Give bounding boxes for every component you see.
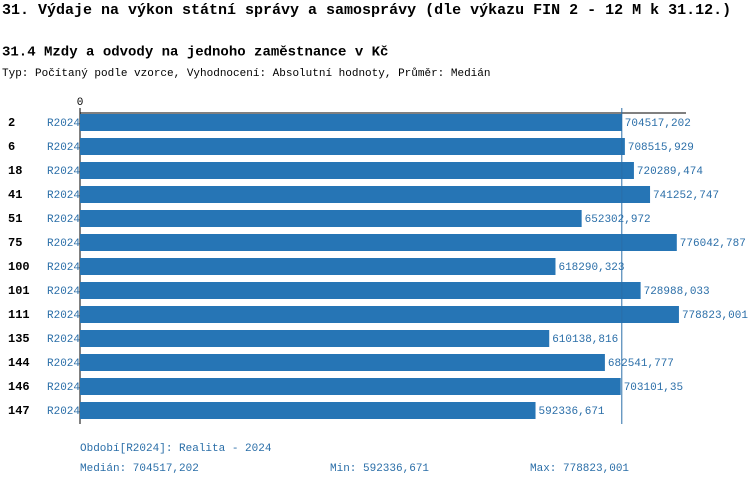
value-label: 776042,787 xyxy=(680,238,746,250)
bar xyxy=(80,402,536,419)
series-label: R2024 xyxy=(47,382,80,394)
chart-title: 31.4 Mzdy a odvody na jednoho zaměstnanc… xyxy=(2,45,388,61)
series-label: R2024 xyxy=(47,214,80,226)
value-label: 728988,033 xyxy=(644,286,710,298)
chart-subtitle: Typ: Počítaný podle vzorce, Vyhodnocení:… xyxy=(2,67,490,80)
bar xyxy=(80,138,625,155)
series-label: R2024 xyxy=(47,262,80,274)
bar xyxy=(80,282,641,299)
bar xyxy=(80,234,677,251)
category-label: 144 xyxy=(8,356,30,370)
category-label: 147 xyxy=(8,404,30,418)
category-label: 18 xyxy=(8,164,22,178)
bar xyxy=(80,258,556,275)
value-label: 610138,816 xyxy=(552,334,618,346)
category-label: 135 xyxy=(8,332,30,346)
value-label: 708515,929 xyxy=(628,142,694,154)
value-label: 704517,202 xyxy=(625,118,691,130)
value-label: 682541,777 xyxy=(608,358,674,370)
series-label: R2024 xyxy=(47,286,80,298)
series-label: R2024 xyxy=(47,142,80,154)
value-label: 741252,747 xyxy=(653,190,719,202)
value-label: 618290,323 xyxy=(558,262,624,274)
value-label: 592336,671 xyxy=(539,406,605,418)
category-label: 146 xyxy=(8,380,30,394)
bar xyxy=(80,210,582,227)
category-label: 111 xyxy=(8,308,30,322)
category-label: 101 xyxy=(8,284,30,298)
category-label: 100 xyxy=(8,260,30,274)
series-label: R2024 xyxy=(47,190,80,202)
series-label: R2024 xyxy=(47,118,80,130)
bar xyxy=(80,330,550,347)
category-label: 41 xyxy=(8,188,22,202)
bar xyxy=(80,162,634,179)
category-label: 2 xyxy=(8,116,15,130)
category-label: 6 xyxy=(8,140,15,154)
value-label: 720289,474 xyxy=(637,166,703,178)
footer-min: Min: 592336,671 xyxy=(330,463,429,475)
series-label: R2024 xyxy=(47,334,80,346)
series-label: R2024 xyxy=(47,238,80,250)
bar xyxy=(80,186,651,203)
footer-median: Medián: 704517,202 xyxy=(80,463,199,475)
value-label: 703101,35 xyxy=(624,382,683,394)
series-label: R2024 xyxy=(47,166,80,178)
footer-max: Max: 778823,001 xyxy=(530,463,629,475)
bar xyxy=(80,354,605,371)
value-label: 652302,972 xyxy=(585,214,651,226)
category-label: 51 xyxy=(8,212,22,226)
series-label: R2024 xyxy=(47,310,80,322)
x-tick-label: 0 xyxy=(77,97,84,109)
page-title: 31. Výdaje na výkon státní správy a samo… xyxy=(2,2,731,19)
bar xyxy=(80,306,679,323)
series-label: R2024 xyxy=(47,358,80,370)
footer-period: Období[R2024]: Realita - 2024 xyxy=(80,443,272,455)
bar xyxy=(80,378,621,395)
bar xyxy=(80,114,622,131)
value-label: 778823,001 xyxy=(682,310,748,322)
series-label: R2024 xyxy=(47,406,80,418)
category-label: 75 xyxy=(8,236,22,250)
